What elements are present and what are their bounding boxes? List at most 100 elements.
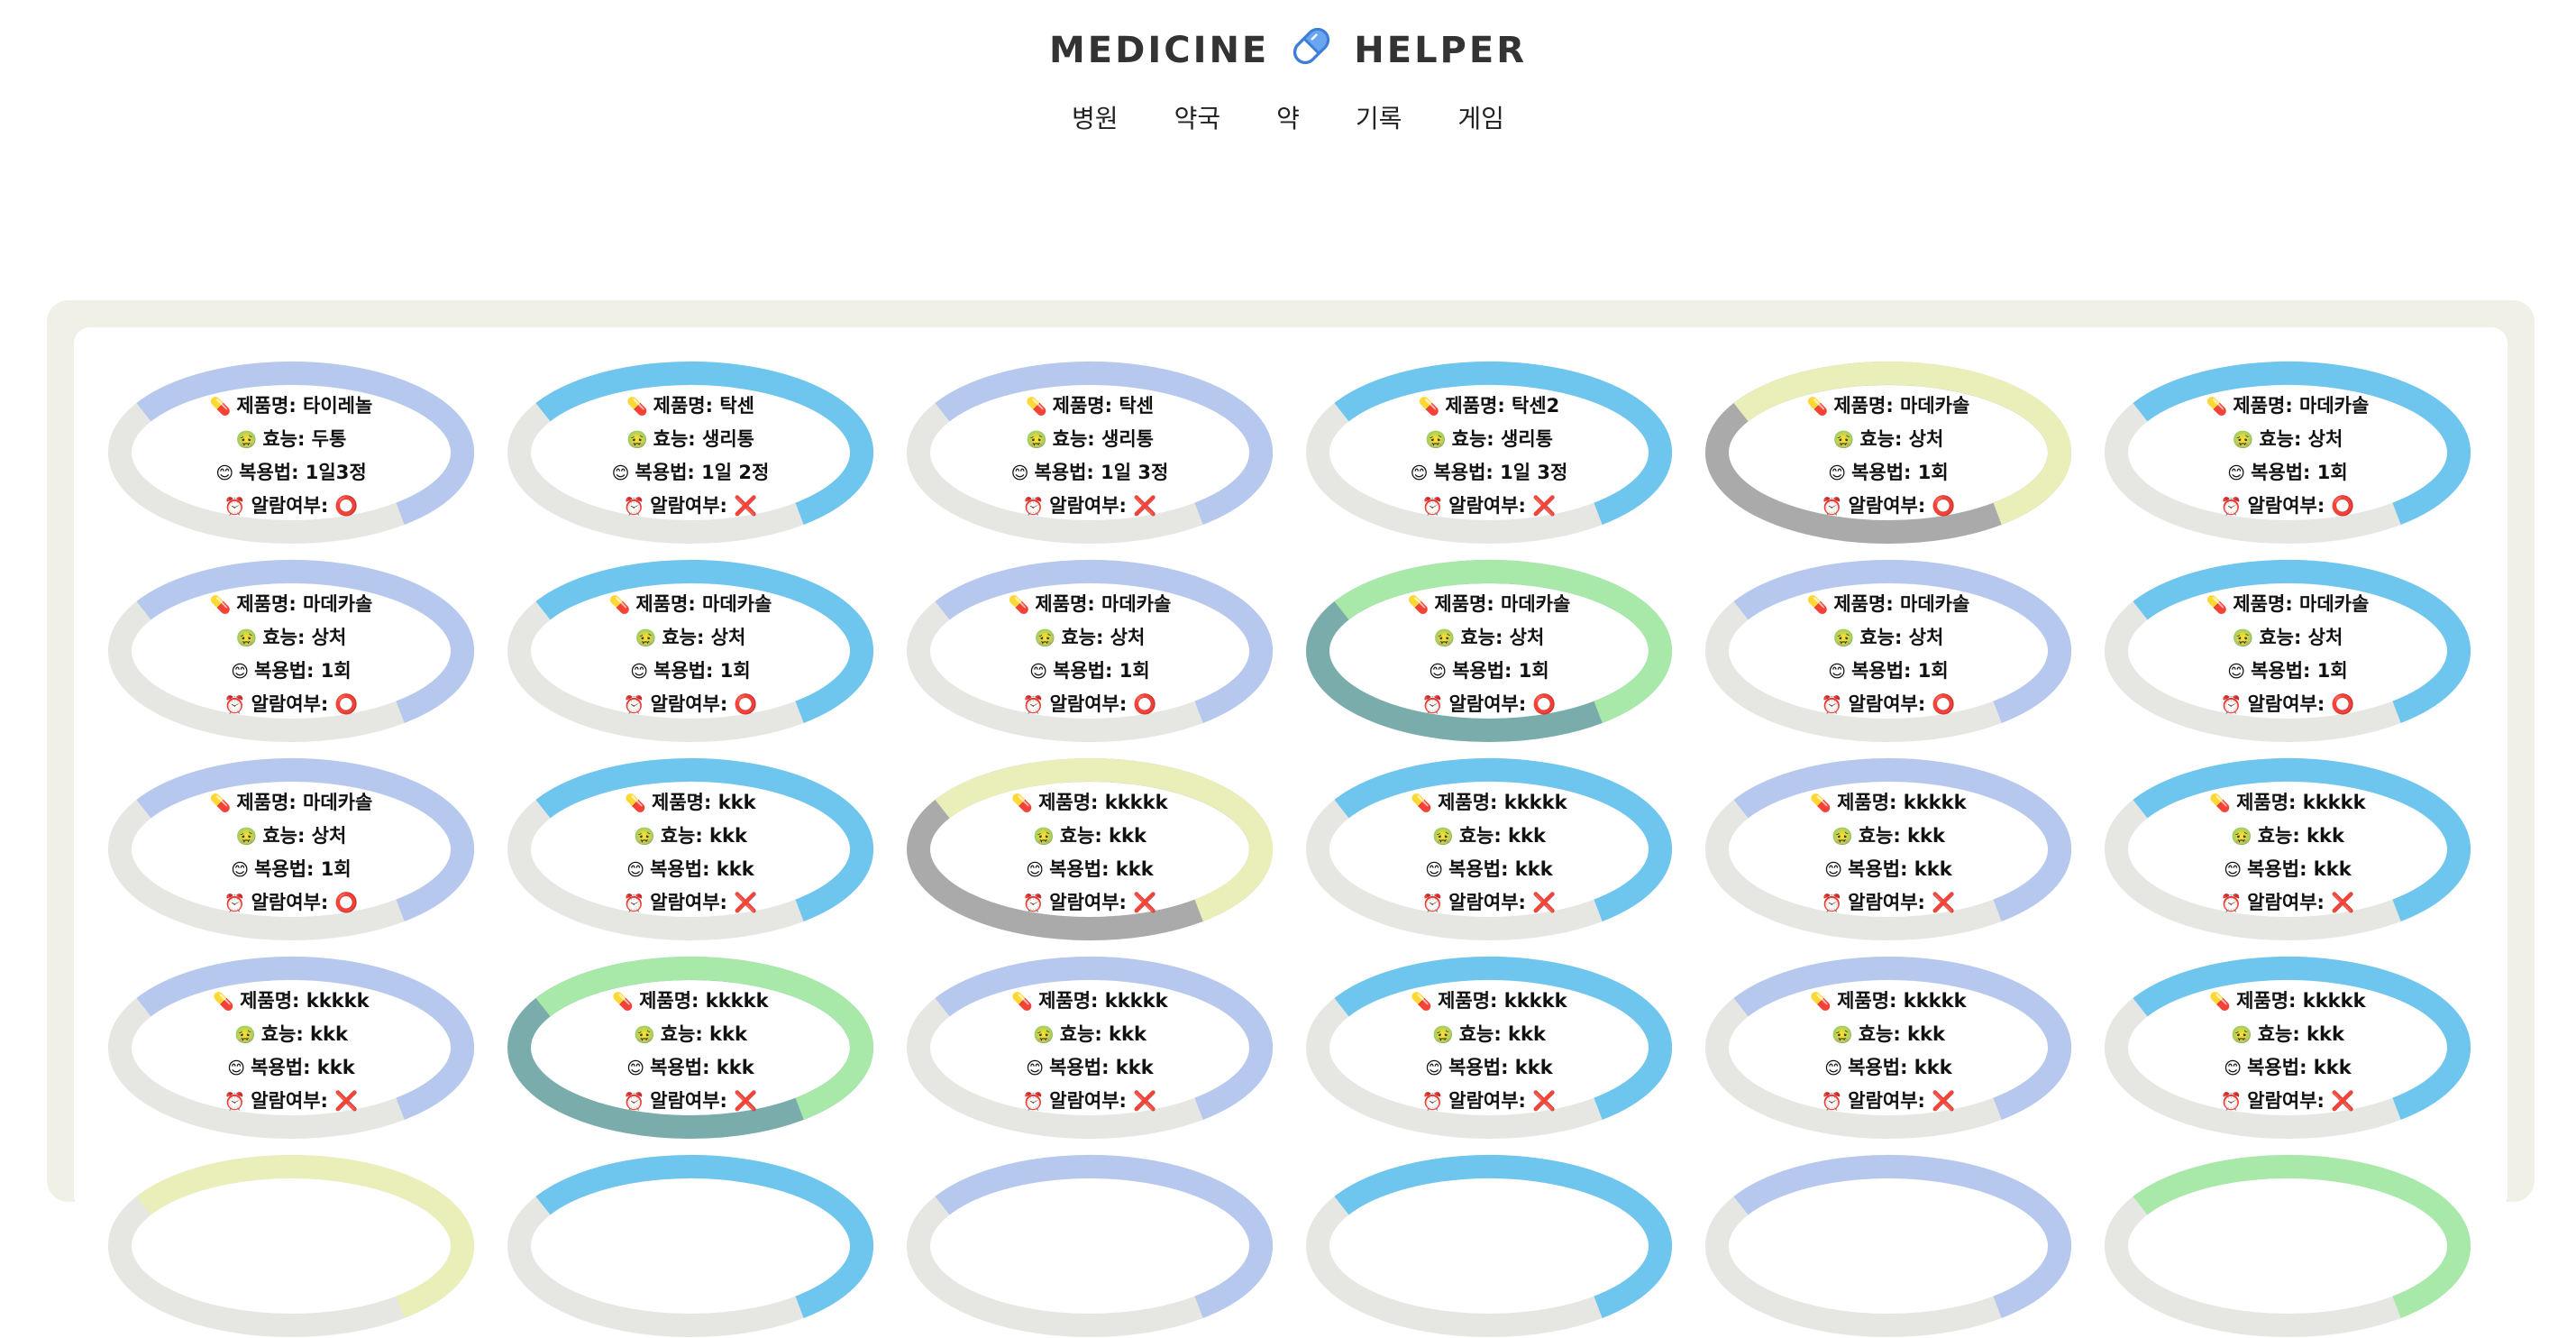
medicine-dosage-value: kkk bbox=[310, 1057, 355, 1078]
medicine-effect-value: kkk bbox=[702, 825, 747, 847]
medicine-card[interactable]: 💊 제품명: kkk 🤢 효능: kkk 😊 복용법: kkk ⏰ 알람여부: ❌ bbox=[507, 757, 873, 941]
medicine-alarm-value: ❌ bbox=[1924, 1090, 1956, 1112]
card-ring bbox=[1705, 956, 2071, 1139]
medicine-card-partial[interactable] bbox=[108, 1154, 474, 1338]
medicine-card[interactable]: 💊 제품명: kkkkk 🤢 효능: kkk 😊 복용법: kkk ⏰ 알람여부: ❌ bbox=[1705, 956, 2071, 1140]
medicine-card-partial[interactable] bbox=[907, 1154, 1273, 1338]
medicine-card[interactable]: 💊 제품명: kkkkk 🤢 효능: kkk 😊 복용법: kkk ⏰ 알람여부: ❌ bbox=[1306, 757, 1672, 941]
medicine-card[interactable]: 💊 제품명: 마데카솔 🤢 효능: 상처 😊 복용법: 1회 ⏰ 알람여부: ⭕ bbox=[108, 559, 474, 743]
smiling-face-icon: 😊 bbox=[1828, 662, 1847, 682]
medicine-card[interactable]: 💊 제품명: kkkkk 🤢 효능: kkk 😊 복용법: kkk ⏰ 알람여부: ❌ bbox=[507, 956, 873, 1140]
medicine-dosage-row: 😊 복용법: 1일 3정 bbox=[1411, 456, 1568, 490]
card-ring bbox=[1705, 559, 2071, 742]
medicine-card[interactable]: 💊 제품명: kkkkk 🤢 효능: kkk 😊 복용법: kkk ⏰ 알람여부: ❌ bbox=[2105, 757, 2471, 941]
medicine-name-value: kkk bbox=[711, 792, 756, 813]
medicine-name-label: 제품명: bbox=[1438, 792, 1498, 813]
medicine-card[interactable]: 💊 제품명: 탁센2 🤢 효능: 생리통 😊 복용법: 1일 3정 ⏰ 알람여부: ❌ bbox=[1306, 361, 1672, 545]
medicine-alarm-row: ⏰ 알람여부: ❌ bbox=[624, 1085, 758, 1118]
card-ring bbox=[108, 361, 474, 544]
nav-item-game[interactable]: 게임 bbox=[1457, 104, 1504, 133]
medicine-alarm-row: ⏰ 알람여부: ⭕ bbox=[624, 688, 757, 721]
medicine-alarm-row: ⏰ 알람여부: ⭕ bbox=[1822, 688, 1955, 721]
nav-item-medicine[interactable]: 약 bbox=[1276, 104, 1300, 133]
medicine-card[interactable]: 💊 제품명: kkkkk 🤢 효능: kkk 😊 복용법: kkk ⏰ 알람여부: ❌ bbox=[1705, 757, 2071, 941]
medicine-effect-value: 상처 bbox=[305, 627, 347, 648]
medicine-card[interactable]: 💊 제품명: kkkkk 🤢 효능: kkk 😊 복용법: kkk ⏰ 알람여부: ❌ bbox=[1306, 956, 1672, 1140]
ring-progress-arc bbox=[1334, 1154, 1672, 1318]
medicine-dosage-row: 😊 복용법: kkk bbox=[2224, 1051, 2351, 1085]
nav-item-records[interactable]: 기록 bbox=[1355, 104, 1402, 133]
alarm-clock-icon: ⏰ bbox=[224, 894, 246, 913]
medicine-card[interactable]: 💊 제품명: kkkkk 🤢 효능: kkk 😊 복용법: kkk ⏰ 알람여부: ❌ bbox=[907, 956, 1273, 1140]
medicine-card[interactable]: 💊 제품명: 타이레놀 🤢 효능: 두통 😊 복용법: 1일3정 ⏰ 알람여부: ⭕ bbox=[108, 361, 474, 545]
medicine-alarm-label: 알람여부: bbox=[251, 892, 329, 913]
smiling-face-icon: 😊 bbox=[227, 1058, 246, 1078]
site-logo[interactable]: MEDICINE HELPER bbox=[0, 20, 2576, 81]
medicine-alarm-label: 알람여부: bbox=[1848, 1090, 1925, 1112]
medicine-effect-row: 🤢 효능: kkk bbox=[1432, 820, 1546, 853]
medicine-alarm-label: 알람여부: bbox=[2247, 892, 2325, 913]
ring-progress-arc bbox=[2133, 956, 2471, 1120]
card-ring bbox=[507, 1154, 873, 1337]
medicine-effect-value: 두통 bbox=[305, 428, 347, 450]
medicine-name-label: 제품명: bbox=[2236, 792, 2297, 813]
alarm-clock-icon: ⏰ bbox=[224, 695, 246, 715]
medicine-name-label: 제품명: bbox=[1438, 990, 1498, 1012]
medicine-name-value: 탁센 bbox=[713, 395, 754, 417]
medicine-card-partial[interactable] bbox=[507, 1154, 873, 1338]
medicine-dosage-value: 1일 2정 bbox=[694, 462, 770, 483]
medicine-card[interactable]: 💊 제품명: kkkkk 🤢 효능: kkk 😊 복용법: kkk ⏰ 알람여부: ❌ bbox=[907, 757, 1273, 941]
nauseated-face-icon: 🤢 bbox=[2231, 827, 2252, 847]
medicine-effect-value: 상처 bbox=[1902, 428, 1944, 450]
medicine-card[interactable]: 💊 제품명: 마데카솔 🤢 효능: 상처 😊 복용법: 1회 ⏰ 알람여부: ⭕ bbox=[2105, 559, 2471, 743]
medicine-card[interactable]: 💊 제품명: kkkkk 🤢 효능: kkk 😊 복용법: kkk ⏰ 알람여부: ❌ bbox=[2105, 956, 2471, 1140]
medicine-effect-value: 생리통 bbox=[1494, 428, 1553, 450]
medicine-alarm-row: ⏰ 알람여부: ❌ bbox=[2221, 886, 2355, 920]
medicine-info: 💊 제품명: 탁센 🤢 효능: 생리통 😊 복용법: 1일 2정 ⏰ 알람여부: ❌ bbox=[507, 389, 873, 523]
medicine-dosage-row: 😊 복용법: 1회 bbox=[231, 853, 351, 886]
medicine-dosage-label: 복용법: bbox=[2247, 1057, 2307, 1078]
medicine-card[interactable]: 💊 제품명: 마데카솔 🤢 효능: 상처 😊 복용법: 1회 ⏰ 알람여부: ⭕ bbox=[1705, 559, 2071, 743]
smiling-face-icon: 😊 bbox=[1828, 463, 1847, 483]
medicine-card[interactable]: 💊 제품명: 마데카솔 🤢 효능: 상처 😊 복용법: 1회 ⏰ 알람여부: ⭕ bbox=[907, 559, 1273, 743]
medicine-card[interactable]: 💊 제품명: 탁센 🤢 효능: 생리통 😊 복용법: 1일 3정 ⏰ 알람여부: ❌ bbox=[907, 361, 1273, 545]
nav-item-hospital[interactable]: 병원 bbox=[1072, 104, 1119, 133]
medicine-effect-label: 효능: bbox=[2257, 1023, 2300, 1045]
medicine-alarm-label: 알람여부: bbox=[650, 892, 727, 913]
ring-progress-arc bbox=[535, 956, 873, 1120]
alarm-clock-icon: ⏰ bbox=[224, 1092, 246, 1112]
medicine-card[interactable]: 💊 제품명: kkkkk 🤢 효능: kkk 😊 복용법: kkk ⏰ 알람여부: ❌ bbox=[108, 956, 474, 1140]
medicine-card[interactable]: 💊 제품명: 마데카솔 🤢 효능: 상처 😊 복용법: 1회 ⏰ 알람여부: ⭕ bbox=[1705, 361, 2071, 545]
medicine-name-value: 탁센 bbox=[1112, 395, 1154, 417]
medicine-info: 💊 제품명: 마데카솔 🤢 효능: 상처 😊 복용법: 1회 ⏰ 알람여부: ⭕ bbox=[108, 786, 474, 920]
medicine-alarm-value: ❌ bbox=[1525, 1090, 1557, 1112]
card-ring bbox=[2105, 956, 2471, 1139]
medicine-dosage-value: 1회 bbox=[2310, 660, 2348, 682]
medicine-name-label: 제품명: bbox=[236, 593, 297, 615]
nauseated-face-icon: 🤢 bbox=[1425, 430, 1447, 450]
medicine-name-value: 마데카솔 bbox=[1094, 593, 1172, 615]
medicine-alarm-value: ⭕ bbox=[1925, 495, 1956, 517]
medicine-dosage-label: 복용법: bbox=[1848, 858, 1908, 880]
medicine-info: 💊 제품명: kkkkk 🤢 효능: kkk 😊 복용법: kkk ⏰ 알람여부: ❌ bbox=[1705, 786, 2071, 920]
medicine-card[interactable]: 💊 제품명: 탁센 🤢 효능: 생리통 😊 복용법: 1일 2정 ⏰ 알람여부: ❌ bbox=[507, 361, 873, 545]
medicine-card[interactable]: 💊 제품명: 마데카솔 🤢 효능: 상처 😊 복용법: 1회 ⏰ 알람여부: ⭕ bbox=[2105, 361, 2471, 545]
medicine-effect-value: 상처 bbox=[704, 627, 746, 648]
medicine-info: 💊 제품명: 타이레놀 🤢 효능: 두통 😊 복용법: 1일3정 ⏰ 알람여부: ⭕ bbox=[108, 389, 474, 523]
medicine-alarm-row: ⏰ 알람여부: ❌ bbox=[224, 1085, 359, 1118]
pill-icon: 💊 bbox=[209, 397, 232, 417]
medicine-alarm-value: ❌ bbox=[1924, 892, 1956, 913]
medicine-card[interactable]: 💊 제품명: 마데카솔 🤢 효능: 상처 😊 복용법: 1회 ⏰ 알람여부: ⭕ bbox=[1306, 559, 1672, 743]
medicine-alarm-label: 알람여부: bbox=[1848, 892, 1925, 913]
medicine-card[interactable]: 💊 제품명: 마데카솔 🤢 효능: 상처 😊 복용법: 1회 ⏰ 알람여부: ⭕ bbox=[108, 757, 474, 941]
medicine-alarm-value: ⭕ bbox=[2325, 495, 2355, 517]
medicine-card-partial[interactable] bbox=[2105, 1154, 2471, 1338]
medicine-card[interactable]: 💊 제품명: 마데카솔 🤢 효능: 상처 😊 복용법: 1회 ⏰ 알람여부: ⭕ bbox=[507, 559, 873, 743]
nav-item-pharmacy[interactable]: 약국 bbox=[1174, 104, 1221, 133]
medicine-effect-row: 🤢 효능: 상처 bbox=[1035, 621, 1146, 655]
medicine-card-partial[interactable] bbox=[1705, 1154, 2071, 1338]
medicine-card-partial[interactable] bbox=[1306, 1154, 1672, 1338]
nauseated-face-icon: 🤢 bbox=[1033, 1025, 1055, 1045]
medicine-alarm-value: ⭕ bbox=[328, 495, 359, 517]
medicine-info: 💊 제품명: kkkkk 🤢 효능: kkk 😊 복용법: kkk ⏰ 알람여부: ❌ bbox=[1306, 786, 1672, 920]
